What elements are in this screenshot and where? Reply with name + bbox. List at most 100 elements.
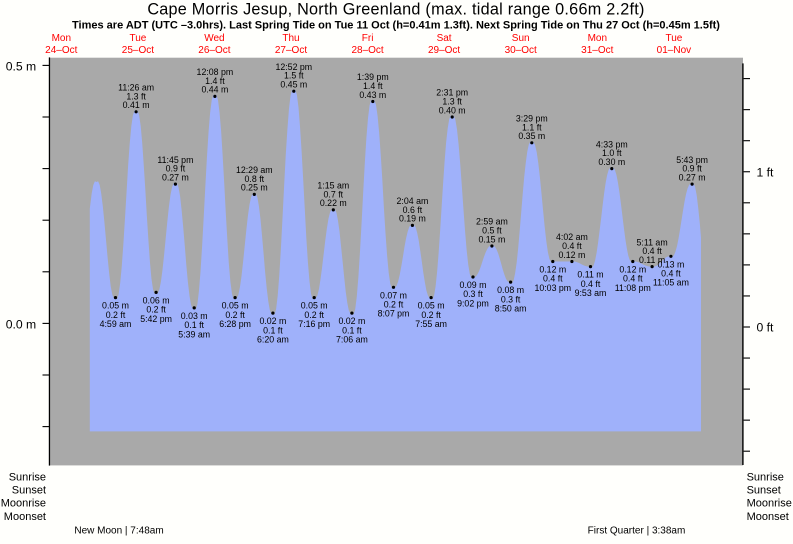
svg-text:Fri: Fri — [362, 33, 374, 44]
svg-text:0.4 ft: 0.4 ft — [642, 246, 662, 256]
svg-text:27–Oct: 27–Oct — [275, 45, 307, 56]
svg-text:Sun: Sun — [512, 33, 530, 44]
svg-text:0.15 m: 0.15 m — [478, 234, 505, 244]
svg-text:1 ft: 1 ft — [757, 165, 775, 179]
svg-text:7:06 am: 7:06 am — [336, 335, 368, 345]
svg-text:1.5 ft: 1.5 ft — [284, 71, 304, 81]
svg-text:0.11 m: 0.11 m — [577, 270, 603, 280]
svg-text:30–Oct: 30–Oct — [505, 45, 537, 56]
svg-text:4:33 pm: 4:33 pm — [596, 139, 628, 149]
svg-text:1.3 ft: 1.3 ft — [442, 97, 462, 107]
svg-text:0.27 m: 0.27 m — [679, 172, 706, 182]
svg-text:29–Oct: 29–Oct — [428, 45, 460, 56]
svg-text:Sat: Sat — [437, 33, 452, 44]
svg-text:6:20 am: 6:20 am — [257, 335, 289, 345]
svg-text:0.13 m: 0.13 m — [657, 259, 684, 269]
svg-text:Wed: Wed — [204, 33, 224, 44]
svg-text:Times are ADT (UTC –3.0hrs). L: Times are ADT (UTC –3.0hrs). Last Spring… — [72, 20, 720, 32]
svg-text:01–Nov: 01–Nov — [657, 45, 691, 56]
svg-text:1.1 ft: 1.1 ft — [522, 122, 542, 132]
svg-text:0.2 ft: 0.2 ft — [225, 310, 245, 320]
svg-text:0.4 ft: 0.4 ft — [661, 269, 681, 279]
svg-text:Moonset: Moonset — [747, 511, 789, 523]
svg-text:Mon: Mon — [588, 33, 607, 44]
svg-text:1:15 am: 1:15 am — [317, 181, 349, 191]
svg-text:0.25 m: 0.25 m — [241, 183, 268, 193]
svg-text:Moonrise: Moonrise — [747, 498, 792, 510]
svg-text:4:59 am: 4:59 am — [100, 319, 132, 329]
svg-text:2:59 am: 2:59 am — [476, 217, 508, 227]
svg-text:1.3 ft: 1.3 ft — [126, 91, 146, 101]
svg-text:8:50 am: 8:50 am — [495, 304, 527, 314]
svg-text:0.1 ft: 0.1 ft — [184, 320, 204, 330]
svg-text:9:02 pm: 9:02 pm — [457, 298, 489, 308]
svg-text:0.5 m: 0.5 m — [6, 60, 36, 74]
svg-text:0.41 m: 0.41 m — [123, 100, 150, 110]
svg-text:0.3 ft: 0.3 ft — [463, 289, 483, 299]
svg-text:0.9 ft: 0.9 ft — [682, 164, 702, 174]
svg-text:7:55 am: 7:55 am — [415, 319, 447, 329]
svg-text:0.35 m: 0.35 m — [518, 131, 545, 141]
svg-text:3:29 pm: 3:29 pm — [516, 114, 548, 124]
svg-text:Sunrise: Sunrise — [9, 471, 46, 483]
svg-text:Sunset: Sunset — [12, 485, 46, 497]
svg-text:0.02 m: 0.02 m — [338, 316, 365, 326]
svg-text:0.22 m: 0.22 m — [320, 198, 347, 208]
svg-text:9:53 am: 9:53 am — [575, 288, 607, 298]
svg-text:4:02 am: 4:02 am — [556, 232, 588, 242]
svg-text:1.4 ft: 1.4 ft — [363, 81, 383, 91]
svg-text:Moonrise: Moonrise — [1, 498, 46, 510]
svg-text:0.12 m: 0.12 m — [558, 250, 585, 260]
svg-text:24–Oct: 24–Oct — [45, 45, 77, 56]
svg-text:25–Oct: 25–Oct — [122, 45, 154, 56]
svg-text:0.3 ft: 0.3 ft — [501, 294, 521, 304]
svg-text:0.2 ft: 0.2 ft — [146, 305, 166, 315]
svg-text:0.43 m: 0.43 m — [359, 90, 386, 100]
svg-text:0.40 m: 0.40 m — [439, 105, 466, 115]
svg-text:0.1 ft: 0.1 ft — [342, 325, 362, 335]
svg-text:0.4 ft: 0.4 ft — [543, 274, 563, 284]
svg-text:Thu: Thu — [282, 33, 299, 44]
svg-text:12:52 pm: 12:52 pm — [275, 62, 312, 72]
svg-text:11:08 pm: 11:08 pm — [615, 283, 651, 293]
svg-text:0.27 m: 0.27 m — [162, 172, 189, 182]
svg-text:Cape Morris Jesup, North Green: Cape Morris Jesup, North Greenland (max.… — [147, 1, 644, 19]
svg-text:Mon: Mon — [52, 33, 71, 44]
svg-text:0.1 ft: 0.1 ft — [263, 325, 283, 335]
svg-text:0.06 m: 0.06 m — [143, 295, 170, 305]
svg-text:0.03 m: 0.03 m — [181, 311, 208, 321]
svg-text:0.05 m: 0.05 m — [102, 301, 129, 311]
svg-text:0.08 m: 0.08 m — [497, 285, 524, 295]
svg-text:Moonset: Moonset — [4, 511, 46, 523]
svg-text:0.30 m: 0.30 m — [598, 157, 625, 167]
svg-text:31–Oct: 31–Oct — [581, 45, 613, 56]
svg-text:7:16 pm: 7:16 pm — [298, 319, 330, 329]
svg-text:0.4 ft: 0.4 ft — [623, 274, 643, 284]
svg-text:0.4 ft: 0.4 ft — [581, 279, 601, 289]
svg-text:0.8 ft: 0.8 ft — [245, 174, 265, 184]
svg-text:Tue: Tue — [665, 33, 682, 44]
svg-text:0.12 m: 0.12 m — [539, 265, 566, 275]
svg-text:0.2 ft: 0.2 ft — [421, 310, 441, 320]
svg-text:0.45 m: 0.45 m — [280, 80, 307, 90]
svg-text:12:29 am: 12:29 am — [236, 165, 273, 175]
svg-text:0.2 ft: 0.2 ft — [304, 310, 324, 320]
svg-text:10:03 pm: 10:03 pm — [534, 283, 571, 293]
svg-text:0.2 ft: 0.2 ft — [106, 310, 126, 320]
svg-text:0.0 m: 0.0 m — [6, 318, 36, 332]
svg-text:0.11 m: 0.11 m — [639, 255, 665, 265]
svg-text:5:43 pm: 5:43 pm — [676, 155, 708, 165]
svg-text:0.4 ft: 0.4 ft — [562, 241, 582, 251]
svg-text:0.05 m: 0.05 m — [301, 301, 328, 311]
svg-text:5:39 am: 5:39 am — [178, 329, 210, 339]
svg-text:5:42 pm: 5:42 pm — [140, 314, 172, 324]
svg-text:Tue: Tue — [129, 33, 146, 44]
svg-text:0.05 m: 0.05 m — [418, 301, 445, 311]
svg-text:Sunrise: Sunrise — [747, 471, 784, 483]
svg-text:0.19 m: 0.19 m — [399, 214, 426, 224]
svg-text:1.4 ft: 1.4 ft — [205, 76, 225, 86]
svg-text:0.2 ft: 0.2 ft — [384, 300, 404, 310]
svg-text:Sunset: Sunset — [747, 485, 781, 497]
svg-text:0.02 m: 0.02 m — [259, 316, 286, 326]
svg-text:0.7 ft: 0.7 ft — [324, 189, 344, 199]
